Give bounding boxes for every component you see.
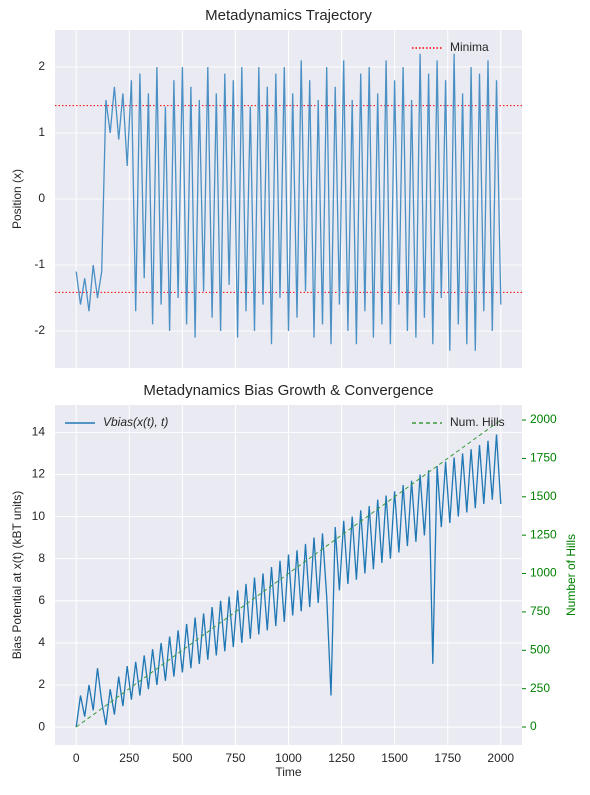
chart-title: Metadynamics Bias Growth & Convergence	[143, 382, 433, 399]
y2-tick-label: 1500	[530, 489, 557, 503]
y-tick-label: -2	[34, 323, 45, 337]
legend-label: Minima	[450, 40, 489, 54]
y2-tick-label: 750	[530, 604, 550, 618]
x-tick-label: 500	[172, 751, 192, 765]
y-tick-label: 1	[38, 125, 45, 139]
y-tick-label: 12	[32, 467, 46, 481]
chart-title: Metadynamics Trajectory	[205, 7, 372, 24]
data-line	[75, 434, 502, 728]
y-tick-label: 0	[38, 719, 45, 733]
y-tick-label: 0	[38, 191, 45, 205]
x-tick-label: 750	[225, 751, 245, 765]
y-tick-label: 8	[38, 551, 45, 565]
y-tick-label: 6	[38, 593, 45, 607]
x-axis-label: Time	[275, 765, 302, 779]
x-tick-label: 2000	[487, 751, 514, 765]
data-line	[75, 419, 502, 728]
y2-axis-label: Number of Hills	[564, 534, 578, 616]
y2-tick-label: 0	[530, 719, 537, 733]
y2-tick-label: 1750	[530, 451, 557, 465]
y-axis-label: Bias Potential at x(t) (kBT units)	[10, 491, 24, 660]
data-line	[75, 53, 502, 351]
legend-label: Num. Hills	[450, 415, 505, 429]
x-tick-label: 250	[119, 751, 139, 765]
y-tick-label: 2	[38, 677, 45, 691]
x-tick-label: 1000	[275, 751, 302, 765]
y-tick-label: 14	[32, 425, 46, 439]
y2-tick-label: 2000	[530, 412, 557, 426]
y2-tick-label: 500	[530, 642, 550, 656]
y2-tick-label: 250	[530, 681, 550, 695]
x-tick-label: 1500	[381, 751, 408, 765]
y2-tick-label: 1250	[530, 527, 557, 541]
legend-label: Vbias(x(t), t)	[103, 415, 168, 429]
y-tick-label: 10	[32, 509, 46, 523]
y-tick-label: 4	[38, 635, 45, 649]
x-tick-label: 1250	[328, 751, 355, 765]
y-tick-label: -1	[34, 257, 45, 271]
x-tick-label: 0	[73, 751, 80, 765]
y-axis-label: Position (x)	[10, 169, 24, 229]
x-tick-label: 1750	[434, 751, 461, 765]
y-tick-label: 2	[38, 59, 45, 73]
y2-tick-label: 1000	[530, 566, 557, 580]
